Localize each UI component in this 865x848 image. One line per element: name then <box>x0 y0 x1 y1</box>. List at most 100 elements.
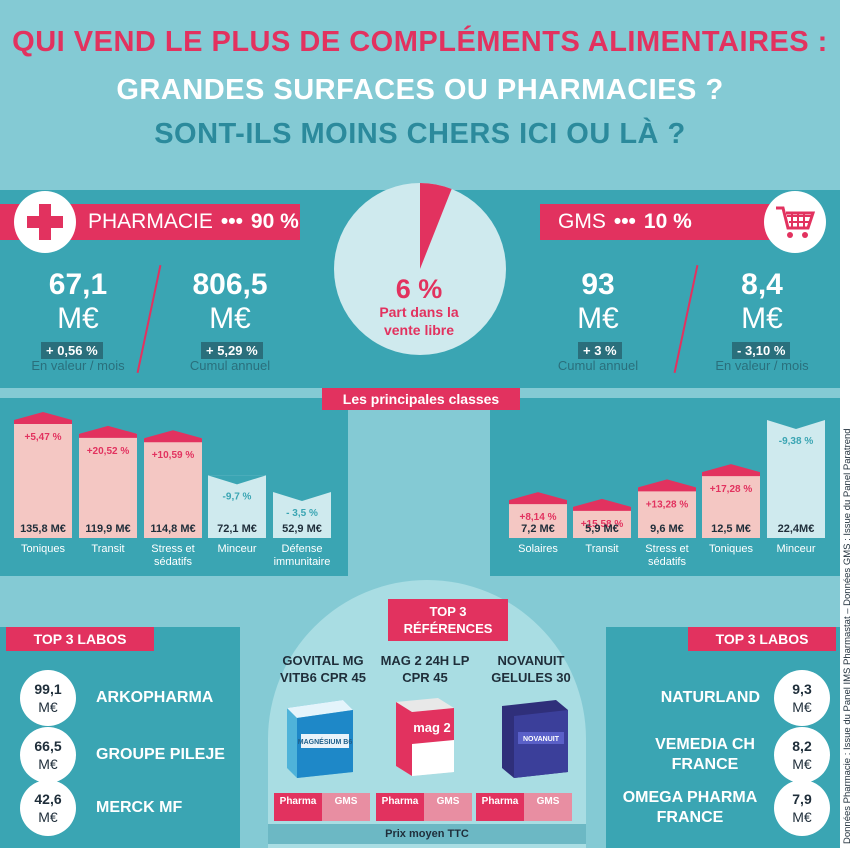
labo-name: VEMEDIA CH FRANCE <box>655 736 755 773</box>
labo-unit: M€ <box>38 809 58 825</box>
classes-bar-charts: +5,47 % 135,8 M€ Toniques +20,52 % 119,9 M€ T… <box>14 412 825 568</box>
bar <box>208 475 266 538</box>
labo-left-3: 42,6 M€ MERCK MF <box>20 780 182 836</box>
labo-unit: M€ <box>38 699 58 715</box>
reference-name-line-1: NOVANUIT <box>497 653 565 668</box>
product-box-novanuit: NOVANUIT <box>502 700 568 778</box>
box-text: MAGNÉSIUM B6 <box>298 737 353 746</box>
growth-label: -9,7 % <box>223 491 252 502</box>
title-line-1: QUI VEND LE PLUS DE COMPLÉMENTS ALIMENTA… <box>12 26 828 58</box>
category-label: Solaires <box>518 543 558 555</box>
labo-name: ARKOPHARMA <box>96 689 214 706</box>
labo-left-1: 99,1 M€ ARKOPHARMA <box>20 670 213 726</box>
gms-monthly-unit: M€ <box>741 302 783 335</box>
growth-label: +15,58 % <box>581 519 624 530</box>
category-label: Stress et <box>151 543 194 555</box>
pharmacie-annual-delta: + 5,29 % <box>201 342 263 359</box>
bar-arrow-up <box>509 492 567 505</box>
pharmacie-monthly-caption: En valeur / mois <box>31 358 125 373</box>
infographic: QUI VEND LE PLUS DE COMPLÉMENTS ALIMENTA… <box>0 0 840 848</box>
box-text: NOVANUIT <box>523 736 560 743</box>
labo-value: 9,3 <box>792 681 812 697</box>
labo-name: GROUPE PILEJE <box>96 746 225 763</box>
references-title: TOP 3 RÉFÉRENCES <box>388 599 508 641</box>
value-label: 12,5 M€ <box>711 523 751 535</box>
references-title-1: TOP 3 <box>429 604 467 619</box>
value-label: 7,2 M€ <box>521 523 555 535</box>
labo-value: 8,2 <box>792 738 812 754</box>
bar-arrow-down <box>208 475 266 485</box>
gms-monthly-value: 8,4 <box>741 268 783 301</box>
growth-label: +8,14 % <box>520 512 557 523</box>
reference-name-line-2: VITB6 CPR 45 <box>280 670 366 685</box>
bar-arrow-down <box>273 492 331 502</box>
growth-label: +10,59 % <box>152 450 195 461</box>
value-label: 5,9 M€ <box>585 523 619 535</box>
bar-arrow-up <box>144 430 202 443</box>
category-label: Minceur <box>776 543 815 555</box>
growth-label: +20,52 % <box>87 446 130 457</box>
price-gms: GMS8,9 € <box>524 793 572 835</box>
references-title-2: RÉFÉRENCES <box>403 621 493 636</box>
gms-annual-unit: M€ <box>577 302 619 335</box>
box-text: mag 2 <box>413 720 451 735</box>
growth-label: +5,47 % <box>25 432 62 443</box>
gms-annual-caption: Cumul annuel <box>557 358 639 373</box>
category-label: Défense <box>282 543 323 555</box>
bar <box>79 433 137 538</box>
labo-value-circle: 9,3 M€ <box>774 670 830 726</box>
bar-arrow-up <box>702 464 760 477</box>
pharmacie-annual-value: 806,5 <box>192 268 268 301</box>
growth-label: -9,38 % <box>779 436 814 447</box>
price-label: Pharma <box>381 796 419 807</box>
bar <box>144 438 202 538</box>
category-label: Minceur <box>217 543 256 555</box>
labo-unit: M€ <box>38 756 58 772</box>
bar-arrow-down <box>767 420 825 429</box>
labo-name: MERCK MF <box>96 799 183 816</box>
price-pharma: Pharma9,2 € <box>274 793 322 835</box>
category-label: sédatifs <box>648 556 686 568</box>
value-label: 135,8 M€ <box>20 523 66 535</box>
pie-slice-gms <box>420 183 452 269</box>
price-row-3: Pharma11,2 € GMS8,9 € <box>476 793 572 835</box>
labos-left-title: TOP 3 LABOS <box>6 627 154 651</box>
reference-name-1: GOVITAL MG VITB6 CPR 45 <box>268 652 378 686</box>
gms-label: GMS <box>558 210 606 233</box>
gms-annual-value: 93 <box>581 268 615 301</box>
price-label: Pharma <box>279 796 317 807</box>
cross-icon <box>14 191 76 253</box>
bar-arrow-up <box>638 479 696 492</box>
gms-dots: ••• <box>613 210 636 233</box>
labo-value: 7,9 <box>792 791 812 807</box>
gms-share: 10 % <box>643 210 692 233</box>
pharmacie-label: PHARMACIE <box>88 210 213 233</box>
value-label: 72,1 M€ <box>217 523 257 535</box>
bar-arrow-up <box>79 425 137 438</box>
price-pharma: Pharma9,3 € <box>376 793 424 835</box>
value-label: 52,9 M€ <box>282 523 322 535</box>
price-label: GMS <box>536 796 560 807</box>
reference-name-line-2: CPR 45 <box>402 670 448 685</box>
bar <box>14 420 72 538</box>
category-label: Toniques <box>21 543 66 555</box>
labo-value-circle: 7,9 M€ <box>774 780 830 836</box>
bar <box>573 506 631 538</box>
bar-arrow-up <box>573 498 631 511</box>
labo-value: 99,1 <box>34 681 62 697</box>
pie-caption-1: Part dans la <box>379 304 459 320</box>
bar <box>702 472 760 538</box>
labo-value-circle: 42,6 M€ <box>20 780 76 836</box>
product-box-govital: MAGNÉSIUM B6 <box>287 700 353 778</box>
reference-name-3: NOVANUIT GELULES 30 <box>476 652 586 686</box>
price-label: GMS <box>436 796 460 807</box>
category-label: sédatifs <box>154 556 192 568</box>
price-gms: GMS- <box>322 793 370 835</box>
pharmacie-monthly-delta: + 0,56 % <box>41 342 103 359</box>
labos-right-title: TOP 3 LABOS <box>688 627 836 651</box>
category-label: Transit <box>585 543 618 555</box>
market-share-pie <box>334 183 506 355</box>
price-row-1: Pharma9,2 € GMS- <box>274 793 370 835</box>
labo-right-2: VEMEDIA CH FRANCE 8,2 M€ <box>612 727 830 783</box>
bar <box>767 420 825 538</box>
